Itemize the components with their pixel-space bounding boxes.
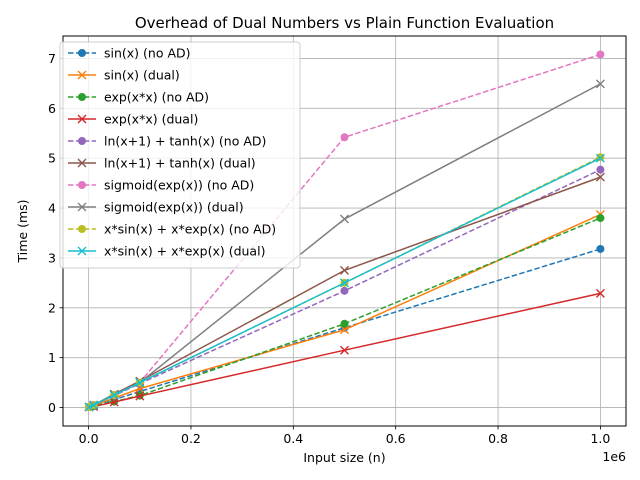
x-tick-label: 0.8 — [488, 431, 508, 446]
legend-entry: ln(x+1) + tanh(x) (dual) — [68, 156, 256, 171]
x-tick-label: 0.4 — [283, 431, 303, 446]
x-axis-scale-label: 1e6 — [602, 449, 626, 464]
data-point — [340, 319, 349, 328]
data-point — [596, 244, 605, 253]
legend-marker — [78, 137, 86, 145]
legend-label: sigmoid(exp(x)) (dual) — [104, 200, 244, 215]
legend-label: sin(x) (no AD) — [104, 46, 191, 61]
y-axis-title: Time (ms) — [15, 199, 30, 263]
legend-label: exp(x*x) (dual) — [104, 112, 198, 127]
legend-entry: sigmoid(exp(x)) (no AD) — [68, 178, 254, 193]
legend-label: sigmoid(exp(x)) (no AD) — [104, 178, 254, 193]
legend-marker — [77, 70, 87, 80]
x-tick-label: 0.2 — [181, 431, 201, 446]
y-tick-label: 1 — [48, 350, 56, 365]
legend-label: ln(x+1) + tanh(x) (dual) — [104, 156, 256, 171]
legend-marker — [78, 225, 86, 233]
legend-entry: sin(x) (dual) — [68, 68, 180, 83]
data-point — [109, 397, 119, 407]
x-tick-label: 0.6 — [386, 431, 406, 446]
legend: sin(x) (no AD) sin(x) (dual) exp(x*x) (no … — [59, 41, 301, 269]
legend-marker — [78, 93, 86, 101]
legend-label: x*sin(x) + x*exp(x) (no AD) — [104, 222, 276, 237]
legend-entry: x*sin(x) + x*exp(x) (dual) — [68, 244, 265, 259]
data-point — [340, 265, 349, 275]
legend-marker — [78, 181, 86, 189]
y-tick-label: 4 — [48, 201, 56, 216]
data-point — [84, 402, 94, 412]
y-tick-label: 0 — [48, 400, 56, 415]
legend-marker — [77, 202, 87, 212]
legend-entry: sigmoid(exp(x)) (dual) — [68, 200, 244, 215]
data-point — [596, 165, 605, 174]
legend-entry: exp(x*x) (no AD) — [68, 90, 209, 105]
legend-label: exp(x*x) (no AD) — [104, 90, 209, 105]
legend-marker — [77, 246, 87, 256]
data-point — [595, 153, 605, 163]
data-point — [596, 214, 605, 223]
data-point — [340, 133, 349, 142]
data-point — [340, 286, 349, 295]
legend-marker — [78, 49, 86, 57]
axis-ticks: 0.0 0.2 0.4 0.6 0.8 1.0 0 1 2 3 4 5 6 7 — [48, 51, 610, 446]
y-tick-label: 6 — [48, 101, 56, 116]
x-axis-title: Input size (n) — [303, 450, 385, 465]
legend-marker — [77, 158, 87, 168]
data-point — [595, 288, 605, 298]
data-point — [595, 79, 605, 89]
legend-entry: sin(x) (no AD) — [68, 46, 191, 61]
legend-label: x*sin(x) + x*exp(x) (dual) — [104, 244, 265, 259]
legend-marker — [77, 114, 87, 124]
x-tick-label: 0.0 — [79, 431, 99, 446]
y-tick-label: 3 — [48, 250, 56, 265]
data-point — [109, 390, 119, 400]
legend-label: sin(x) (dual) — [104, 68, 180, 83]
data-point — [89, 400, 99, 410]
legend-entry: ln(x+1) + tanh(x) (no AD) — [68, 134, 266, 149]
data-point — [340, 325, 349, 335]
y-tick-label: 5 — [48, 151, 56, 166]
legend-entry: x*sin(x) + x*exp(x) (no AD) — [68, 222, 276, 237]
data-point — [135, 378, 145, 388]
legend-entry: exp(x*x) (dual) — [68, 112, 198, 127]
y-tick-label: 7 — [48, 51, 56, 66]
chart-title: Overhead of Dual Numbers vs Plain Functi… — [135, 14, 554, 32]
y-tick-label: 2 — [48, 300, 56, 315]
series-x*sin(x) + x*exp(x) (dual) — [84, 153, 605, 412]
data-point — [340, 278, 349, 288]
series-layer — [84, 50, 605, 412]
data-point — [340, 345, 349, 355]
data-point — [596, 50, 605, 59]
legend-label: ln(x+1) + tanh(x) (no AD) — [104, 134, 266, 149]
legend-box — [59, 41, 301, 269]
x-tick-label: 1.0 — [590, 431, 610, 446]
data-point — [135, 391, 145, 401]
data-point — [595, 172, 605, 182]
data-point — [340, 214, 349, 224]
